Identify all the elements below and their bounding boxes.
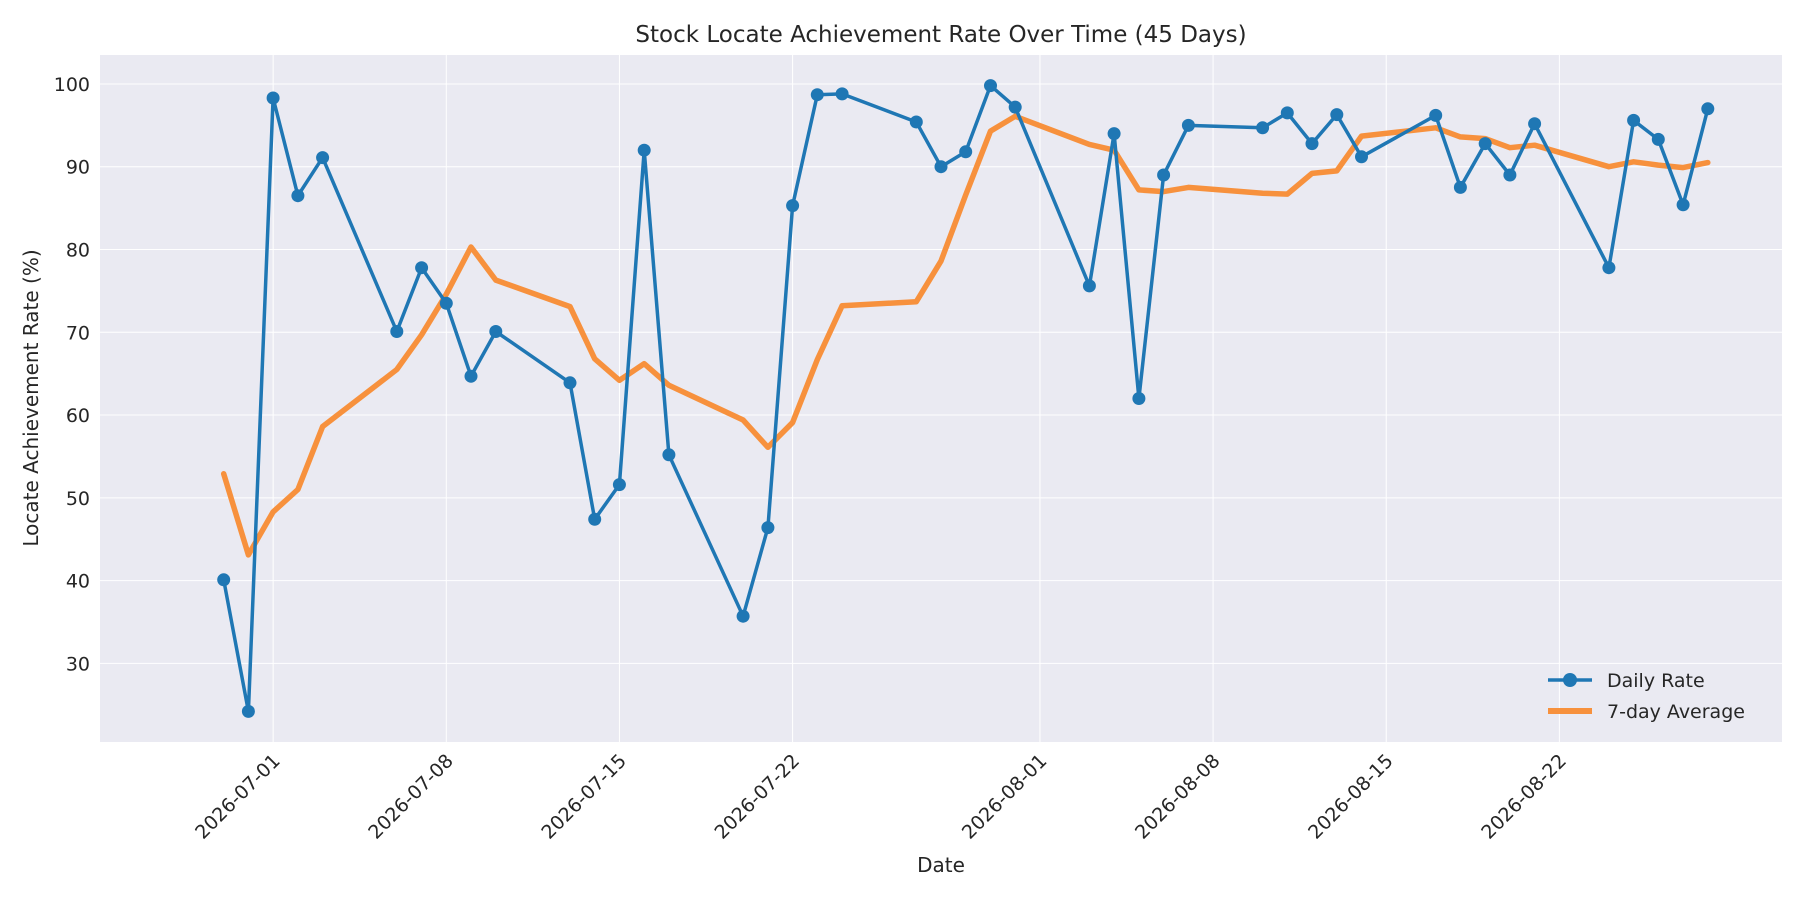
y-tick-label: 100 <box>54 74 90 96</box>
daily-point <box>439 296 453 310</box>
daily-point <box>291 189 305 203</box>
daily-point <box>835 87 849 101</box>
x-tick-label: 2026-08-22 <box>1477 750 1571 844</box>
average-series <box>220 113 1711 558</box>
y-tick-label: 50 <box>66 488 90 510</box>
daily-series <box>217 79 1715 718</box>
daily-point <box>1602 261 1616 275</box>
daily-point <box>662 448 676 462</box>
daily-point <box>959 145 973 159</box>
daily-point <box>1503 168 1517 182</box>
daily-point <box>1256 121 1270 135</box>
daily-point <box>984 79 997 93</box>
daily-point <box>1330 108 1344 122</box>
daily-point <box>1528 117 1542 131</box>
x-tick-label: 2026-07-01 <box>191 750 285 844</box>
daily-point <box>810 88 824 102</box>
daily-point <box>1651 132 1665 146</box>
daily-point <box>1305 137 1319 151</box>
daily-point <box>1008 100 1022 114</box>
daily-point <box>266 91 280 105</box>
daily-point <box>1478 137 1492 151</box>
y-tick-label: 80 <box>66 240 90 262</box>
x-tick-label: 2026-08-15 <box>1304 750 1398 844</box>
daily-point <box>637 143 651 157</box>
daily-point <box>217 573 231 587</box>
legend-daily-label: Daily Rate <box>1607 670 1705 692</box>
x-tick-label: 2026-08-01 <box>958 750 1052 844</box>
plot-background <box>100 55 1782 742</box>
legend-average-label: 7-day Average <box>1607 701 1745 723</box>
y-axis-label: Locate Achievement Rate (%) <box>19 249 43 546</box>
y-axis-ticks: 30 40 50 60 70 80 90 100 <box>54 74 90 675</box>
daily-point <box>1701 102 1715 116</box>
y-tick-label: 60 <box>66 405 90 427</box>
average-line <box>220 113 1711 558</box>
y-tick-label: 70 <box>66 322 90 344</box>
legend: Daily Rate 7-day Average <box>1548 670 1745 723</box>
daily-point <box>563 376 577 390</box>
daily-point <box>588 512 602 526</box>
daily-point <box>1453 180 1467 194</box>
daily-point <box>1676 198 1690 212</box>
daily-point <box>1181 118 1195 132</box>
x-tick-label: 2026-07-08 <box>364 750 458 844</box>
y-tick-label: 90 <box>66 157 90 179</box>
chart-title: Stock Locate Achievement Rate Over Time … <box>635 22 1246 48</box>
daily-point <box>415 261 429 275</box>
x-tick-label: 2026-07-22 <box>710 750 804 844</box>
daily-point <box>1107 127 1121 141</box>
daily-point <box>1157 168 1171 182</box>
x-tick-label: 2026-07-15 <box>537 750 631 844</box>
daily-point <box>489 325 503 338</box>
daily-point <box>316 151 330 165</box>
legend-daily-marker <box>1563 673 1577 687</box>
daily-point <box>1280 106 1294 120</box>
daily-point <box>1355 150 1368 164</box>
x-axis-label: Date <box>917 853 965 877</box>
daily-point <box>241 704 255 718</box>
daily-point <box>612 478 626 492</box>
daily-point <box>390 325 404 338</box>
daily-point <box>761 521 775 535</box>
daily-point <box>909 115 923 129</box>
grid-lines <box>100 55 1782 742</box>
daily-point <box>464 369 478 383</box>
daily-point <box>736 609 750 623</box>
daily-point <box>1627 113 1641 127</box>
daily-point <box>934 160 948 174</box>
daily-point <box>1132 392 1146 405</box>
x-axis-ticks: 2026-07-01 2026-07-08 2026-07-15 2026-07-22… <box>191 750 1571 844</box>
x-tick-label: 2026-08-08 <box>1131 750 1225 844</box>
daily-point <box>786 199 800 213</box>
daily-point <box>1429 108 1443 122</box>
y-tick-label: 40 <box>66 571 90 593</box>
y-tick-label: 30 <box>66 653 90 675</box>
daily-point <box>1082 279 1096 293</box>
